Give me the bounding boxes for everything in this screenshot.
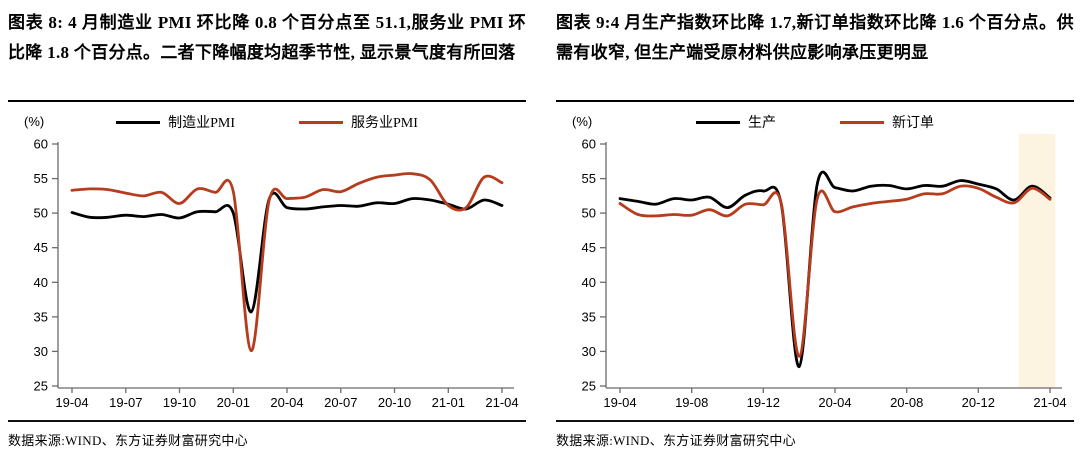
y-tick-label: 30 [582, 344, 596, 359]
x-tick-label: 21-04 [485, 395, 518, 410]
series-line [618, 170, 1052, 369]
pmi-line-chart: 25 30 35 40 45 50 55 60 19-04 19-07 19-10 20-01 20-0… [34, 137, 519, 411]
panel-figure-9: 图表 9:4 月生产指数环比降 1.7,新订单指数环比降 1.6 个百分点。供需… [556, 0, 1074, 449]
x-tick-label: 21-04 [1033, 395, 1066, 410]
y-tick-label: 50 [34, 206, 48, 221]
x-tick-label: 19-10 [163, 395, 196, 410]
y-tick-label: 60 [582, 137, 596, 152]
legend-line-swatch [299, 120, 343, 124]
data-source: 数据来源:WIND、东方证券财富研究中心 [8, 432, 248, 448]
y-tick-label: 25 [582, 379, 596, 394]
source-divider [8, 420, 526, 422]
y-tick-label: 40 [582, 275, 596, 290]
y-axis-unit-label: (%) [572, 114, 593, 129]
y-tick-label: 45 [34, 240, 48, 255]
x-tick-label: 20-08 [890, 395, 923, 410]
highlight-band [1018, 134, 1056, 388]
y-tick-label: 45 [582, 240, 596, 255]
legend-label: 服务业PMI [351, 116, 418, 131]
legend-label: 新订单 [892, 116, 934, 131]
x-tick-label: 19-04 [55, 395, 88, 410]
x-tick-label: 19-08 [675, 395, 708, 410]
series-line [618, 184, 1052, 358]
y-axis-unit-label: (%) [24, 114, 45, 129]
legend-label: 制造业PMI [168, 116, 235, 131]
y-tick-label: 50 [582, 206, 596, 221]
x-tick-label: 21-01 [432, 395, 465, 410]
legend-item: 生产 [696, 112, 776, 132]
figure-9-chart-area: (%) 生产 新订单 25 30 35 40 45 50 55 60 19-04 19-08 19-1… [556, 102, 1074, 420]
x-tick-label: 20-01 [217, 395, 250, 410]
legend-line-swatch [696, 120, 740, 124]
figure-8-chart-area: (%) 制造业PMI 服务业PMI 25 30 35 40 45 50 55 60 19-04 19… [8, 102, 526, 420]
panel-figure-8: 图表 8: 4 月制造业 PMI 环比降 0.8 个百分点至 51.1,服务业 … [8, 0, 526, 449]
chart-legend: 制造业PMI 服务业PMI [8, 112, 526, 132]
x-tick-label: 19-07 [109, 395, 142, 410]
y-tick-label: 60 [34, 137, 48, 152]
y-tick-label: 55 [582, 171, 596, 186]
legend-line-swatch [840, 120, 884, 124]
source-divider [556, 420, 1074, 422]
x-tick-label: 19-12 [747, 395, 780, 410]
x-tick-label: 19-04 [603, 395, 636, 410]
x-tick-label: 20-07 [324, 395, 357, 410]
chart-legend: 生产 新订单 [556, 112, 1074, 132]
legend-line-swatch [116, 120, 161, 124]
figure-8-title: 图表 8: 4 月制造业 PMI 环比降 0.8 个百分点至 51.1,服务业 … [8, 13, 526, 62]
y-tick-label: 35 [582, 309, 596, 324]
y-tick-label: 40 [34, 275, 48, 290]
x-tick-label: 20-12 [962, 395, 995, 410]
legend-item: 服务业PMI [299, 112, 418, 132]
series-line [70, 191, 504, 314]
x-tick-label: 20-04 [270, 395, 303, 410]
title-divider [8, 100, 526, 102]
production-orders-line-chart: 25 30 35 40 45 50 55 60 19-04 19-08 19-12 20-04 20-0… [582, 134, 1067, 410]
legend-item: 制造业PMI [116, 112, 235, 132]
report-figures-row: 图表 8: 4 月制造业 PMI 环比降 0.8 个百分点至 51.1,服务业 … [8, 0, 1074, 449]
title-divider [556, 100, 1074, 102]
x-tick-label: 20-04 [818, 395, 851, 410]
legend-label: 生产 [748, 116, 776, 131]
data-source: 数据来源:WIND、东方证券财富研究中心 [556, 432, 796, 448]
y-tick-label: 35 [34, 309, 48, 324]
y-tick-label: 30 [34, 344, 48, 359]
series-line [70, 172, 504, 353]
y-tick-label: 25 [34, 379, 48, 394]
x-tick-label: 20-10 [378, 395, 411, 410]
y-tick-label: 55 [34, 171, 48, 186]
figure-9-title: 图表 9:4 月生产指数环比降 1.7,新订单指数环比降 1.6 个百分点。供需… [556, 13, 1074, 62]
legend-item: 新订单 [840, 112, 934, 132]
